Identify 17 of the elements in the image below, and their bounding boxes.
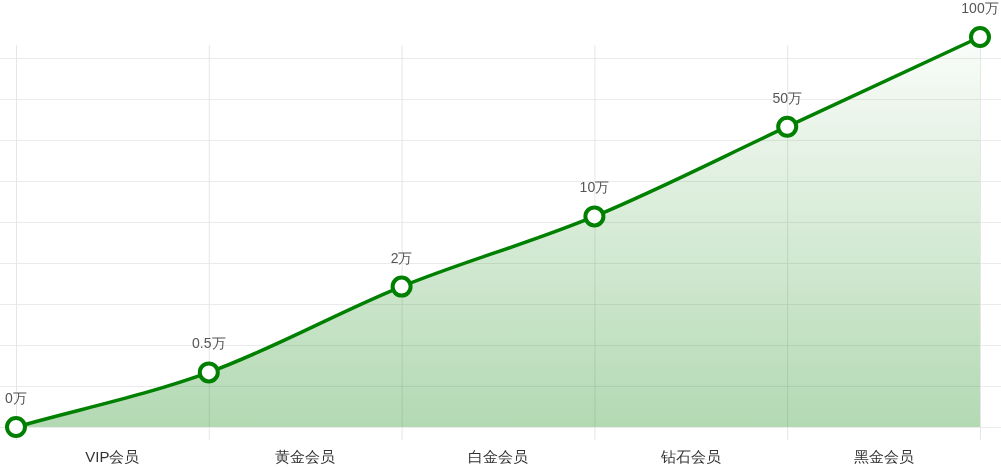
text: 黑金会员 xyxy=(853,448,914,465)
point xyxy=(583,205,606,228)
text: VIP会员 xyxy=(85,448,140,465)
text: 黄金会员 xyxy=(275,448,336,465)
point xyxy=(197,361,220,384)
point xyxy=(5,416,27,438)
annotation: 0万 xyxy=(5,390,27,406)
text: 白金会员 xyxy=(468,448,528,465)
point xyxy=(969,26,991,48)
annotation: 0.5万 xyxy=(192,335,226,352)
annotation: 50万 xyxy=(772,89,802,106)
point xyxy=(390,275,413,298)
point xyxy=(776,115,799,138)
text: 钻石会员 xyxy=(659,448,721,465)
annotation: 100万 xyxy=(961,0,999,16)
annotation: 2万 xyxy=(390,249,413,266)
annotation: 10万 xyxy=(579,179,610,196)
